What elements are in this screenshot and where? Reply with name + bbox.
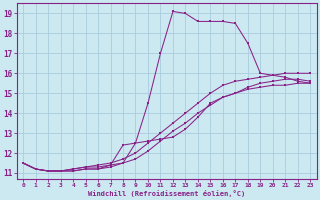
X-axis label: Windchill (Refroidissement éolien,°C): Windchill (Refroidissement éolien,°C) xyxy=(88,190,245,197)
